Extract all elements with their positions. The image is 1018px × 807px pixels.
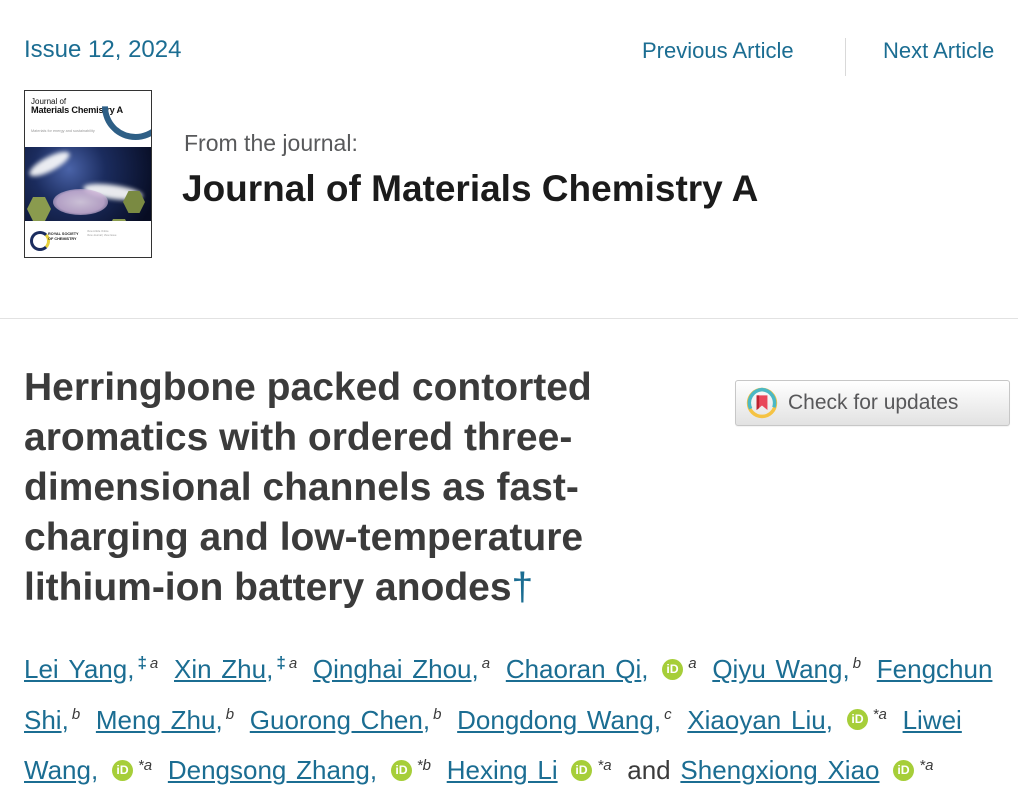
svg-text:iD: iD	[576, 763, 588, 777]
svg-text:iD: iD	[116, 763, 128, 777]
svg-text:iD: iD	[851, 712, 863, 726]
svg-text:iD: iD	[667, 662, 679, 676]
svg-text:iD: iD	[395, 763, 407, 777]
svg-text:iD: iD	[898, 763, 910, 777]
